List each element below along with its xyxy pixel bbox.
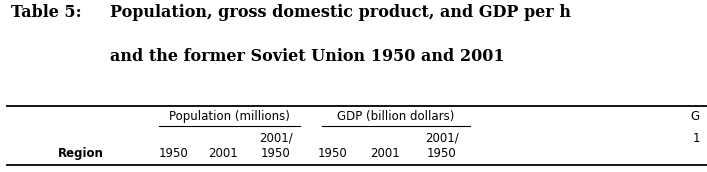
- Text: 2001/: 2001/: [425, 132, 459, 145]
- Text: Population (millions): Population (millions): [170, 110, 290, 123]
- Text: 1: 1: [692, 132, 700, 145]
- Text: 1950: 1950: [261, 147, 291, 160]
- Text: 2001: 2001: [370, 147, 400, 160]
- Text: and the former Soviet Union 1950 and 2001: and the former Soviet Union 1950 and 200…: [110, 48, 504, 65]
- Text: G: G: [691, 110, 700, 123]
- Text: Population, gross domestic product, and GDP per h: Population, gross domestic product, and …: [110, 4, 571, 21]
- Text: Region: Region: [59, 147, 104, 160]
- Text: 2001: 2001: [208, 147, 238, 160]
- Text: 1950: 1950: [427, 147, 457, 160]
- Text: 2001/: 2001/: [259, 132, 293, 145]
- Text: GDP (billion dollars): GDP (billion dollars): [337, 110, 455, 123]
- Text: Table 5:: Table 5:: [11, 4, 81, 21]
- Text: 1950: 1950: [317, 147, 347, 160]
- Text: 1950: 1950: [158, 147, 188, 160]
